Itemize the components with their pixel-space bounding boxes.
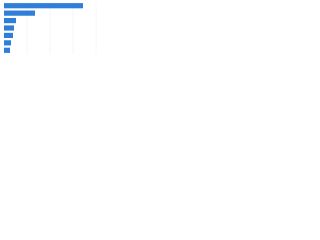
bar <box>4 40 11 46</box>
bar <box>4 3 83 9</box>
bar <box>4 10 35 16</box>
bar <box>4 25 14 31</box>
chart <box>4 2 97 54</box>
bar <box>4 32 13 39</box>
bar <box>4 17 16 24</box>
bar <box>4 47 10 53</box>
